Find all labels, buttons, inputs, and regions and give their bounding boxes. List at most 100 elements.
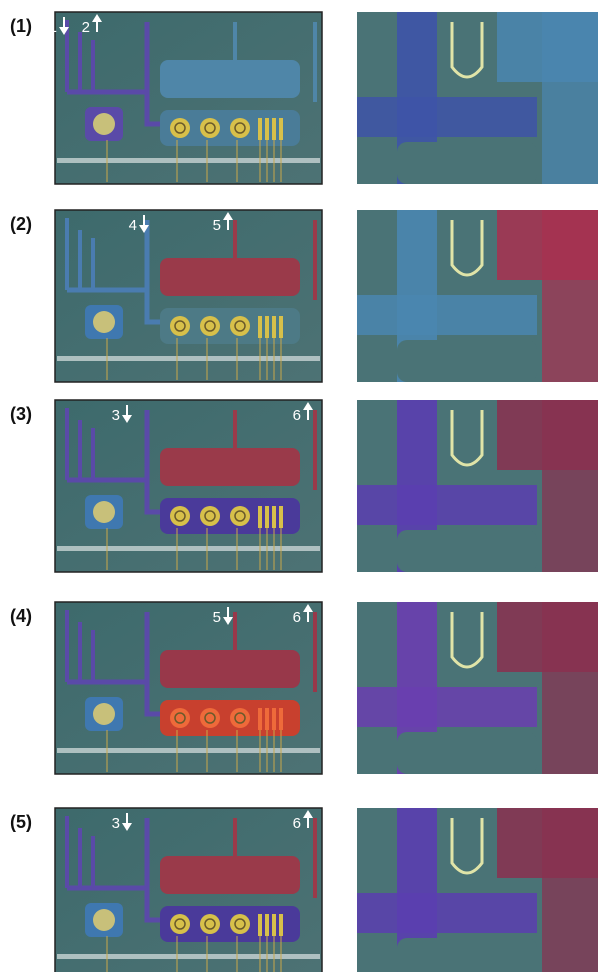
channel — [233, 818, 317, 898]
electrode-ring — [234, 918, 246, 930]
electrode — [170, 914, 190, 934]
port-number: 4 — [129, 217, 137, 234]
glass-edge — [57, 954, 320, 959]
electrode — [170, 708, 190, 728]
arrow-head — [59, 27, 69, 35]
pad — [93, 311, 115, 333]
electrode-bar — [265, 316, 269, 338]
zoom-channel — [357, 97, 537, 137]
electrode-ring — [174, 122, 186, 134]
arrow-head — [303, 402, 313, 410]
channel — [67, 410, 160, 515]
zoom-channel — [542, 808, 598, 972]
zoom-channel — [357, 687, 537, 727]
arrow-head — [303, 810, 313, 818]
electrode-bar — [279, 118, 283, 140]
electrode-bar — [258, 118, 262, 140]
panel: (5) 3 6 — [10, 807, 598, 972]
zoom-edge — [450, 220, 484, 277]
electrode — [230, 914, 250, 934]
port-number: 6 — [293, 815, 301, 832]
upper-chamber — [160, 856, 300, 894]
arrow-head — [139, 225, 149, 233]
upper-chamber — [160, 60, 300, 98]
electrode — [230, 316, 250, 336]
panel: (2) 4 5 — [10, 209, 598, 383]
panel-label: (2) — [10, 214, 32, 234]
zoom-channel — [542, 400, 598, 572]
channel — [233, 410, 317, 490]
arrow-head — [223, 617, 233, 625]
electrode — [200, 914, 220, 934]
port-number: 6 — [293, 407, 301, 424]
glass-edge — [57, 748, 320, 753]
port-number: 2 — [82, 19, 90, 36]
electrode-bar — [272, 118, 276, 140]
electrode — [170, 118, 190, 138]
zoom-edge — [450, 410, 484, 467]
glass-edge — [57, 158, 320, 163]
electrode-ring — [204, 122, 216, 134]
arrow-head — [303, 604, 313, 612]
channel — [233, 612, 317, 692]
port-number: 3 — [112, 407, 120, 424]
electrode-ring — [174, 712, 186, 724]
channel — [67, 818, 160, 923]
electrode-bar — [272, 506, 276, 528]
electrode-bar — [272, 914, 276, 936]
electrode — [200, 316, 220, 336]
zoom-block — [397, 938, 537, 972]
electrode-ring — [204, 320, 216, 332]
electrode — [200, 118, 220, 138]
pad — [93, 703, 115, 725]
arrow-head — [122, 823, 132, 831]
panel-label: (1) — [10, 16, 32, 36]
electrode-bar — [258, 506, 262, 528]
arrow-head — [122, 415, 132, 423]
arrow-head — [92, 14, 102, 22]
port-number: 1 — [49, 19, 57, 36]
zoom-block — [397, 340, 537, 382]
channel — [233, 22, 317, 102]
electrode-ring — [204, 918, 216, 930]
pad — [93, 909, 115, 931]
electrode-ring — [234, 122, 246, 134]
electrode-bar — [258, 914, 262, 936]
electrode-bar — [265, 708, 269, 730]
port-number: 5 — [213, 217, 221, 234]
electrode-bar — [265, 914, 269, 936]
upper-chamber — [160, 258, 300, 296]
panel: (1) 1 2 — [10, 11, 598, 185]
electrode — [230, 708, 250, 728]
zoom-edge — [450, 22, 484, 79]
zoom-channel — [542, 210, 598, 382]
zoom-edge — [450, 818, 484, 875]
electrode-ring — [234, 712, 246, 724]
panel: (3) 3 6 — [10, 399, 598, 573]
zoom-block — [397, 732, 537, 774]
pad — [93, 113, 115, 135]
channel — [67, 22, 160, 127]
electrode-ring — [234, 510, 246, 522]
upper-chamber — [160, 448, 300, 486]
channel — [233, 220, 317, 300]
zoom-channel — [357, 893, 537, 933]
electrode-bar — [279, 708, 283, 730]
electrode — [170, 316, 190, 336]
zoom-channel — [357, 485, 537, 525]
zoom-channel — [357, 295, 537, 335]
glass-edge — [57, 546, 320, 551]
electrode — [230, 118, 250, 138]
electrode-bar — [272, 708, 276, 730]
zoom-channel — [542, 12, 598, 184]
port-number: 3 — [112, 815, 120, 832]
glass-edge — [57, 356, 320, 361]
port-number: 6 — [293, 609, 301, 626]
pad — [93, 501, 115, 523]
electrode-ring — [174, 510, 186, 522]
zoom-channel — [542, 602, 598, 774]
electrode — [170, 506, 190, 526]
electrode-ring — [204, 712, 216, 724]
panel-label: (3) — [10, 404, 32, 424]
